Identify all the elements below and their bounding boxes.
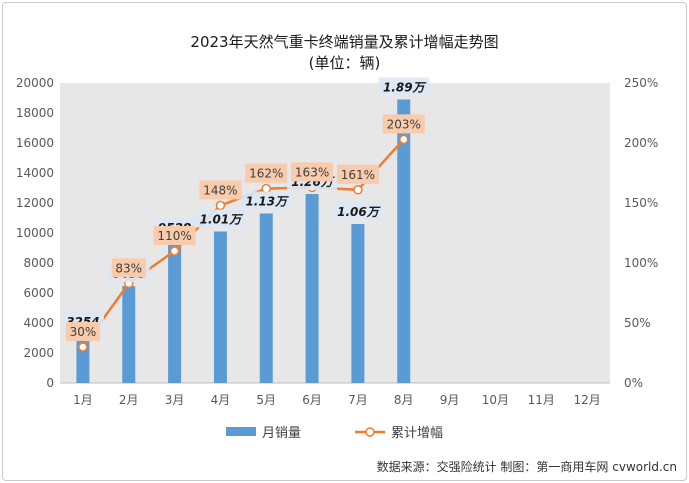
y-left-tick-label: 20000	[16, 76, 54, 90]
bar-data-label: 1.06万	[337, 205, 381, 219]
line-data-label: 148%	[203, 183, 237, 197]
bar-monthly-sales	[213, 231, 227, 383]
y-left-tick-label: 10000	[16, 226, 54, 240]
x-tick-label: 11月	[528, 393, 555, 407]
x-tick-label: 7月	[348, 393, 368, 407]
legend-marker-line	[365, 427, 375, 437]
x-tick-label: 12月	[573, 393, 600, 407]
x-tick-label: 9月	[440, 393, 460, 407]
line-point	[78, 342, 88, 352]
line-label-box	[382, 114, 425, 134]
y-left-tick-label: 12000	[16, 196, 54, 210]
bar-data-label: 1.89万	[383, 81, 427, 95]
bar-label-box	[378, 77, 429, 96]
line-data-label: 110%	[157, 229, 191, 243]
x-tick-label: 1月	[73, 393, 93, 407]
y-right-tick-label: 0%	[624, 376, 643, 390]
x-tick-label: 8月	[394, 393, 414, 407]
x-tick-label: 3月	[165, 393, 185, 407]
legend-label-line: 累计增幅	[391, 426, 443, 441]
bar-label-box	[241, 191, 292, 210]
line-label-box	[153, 226, 196, 245]
line-point	[261, 183, 271, 194]
bar-monthly-sales	[351, 224, 365, 383]
y-left-tick-label: 8000	[23, 256, 54, 270]
line-data-label: 83%	[115, 261, 142, 275]
bar-label-box	[195, 209, 246, 228]
y-left-tick-label: 4000	[23, 316, 54, 330]
y-left-tick-label: 6000	[23, 286, 54, 300]
legend-label-bar: 月销量	[262, 426, 301, 441]
bar-data-label: 1.13万	[245, 195, 289, 209]
line-point	[353, 185, 363, 195]
x-tick-label: 10月	[482, 393, 509, 407]
y-right-tick-label: 200%	[624, 136, 658, 150]
line-data-label: 163%	[295, 165, 329, 179]
y-right-tick-label: 250%	[624, 76, 658, 90]
bar-label-box	[332, 202, 383, 220]
line-point	[169, 246, 180, 256]
bar-monthly-sales	[305, 194, 319, 383]
chart-title: 2023年天然气重卡终端销量及累计增幅走势图	[190, 33, 499, 51]
bar-data-label: 1.01万	[200, 213, 244, 227]
line-label-box	[336, 164, 379, 184]
y-left-tick-label: 18000	[16, 106, 54, 120]
line-label-box	[111, 258, 146, 278]
bar-monthly-sales	[168, 240, 182, 383]
y-left-tick-label: 0	[46, 376, 54, 390]
y-right-tick-label: 100%	[624, 256, 658, 270]
bar-monthly-sales	[122, 286, 136, 383]
x-tick-label: 5月	[256, 393, 276, 407]
line-data-label: 162%	[249, 167, 283, 181]
chart-subtitle: (单位：辆)	[308, 54, 381, 72]
plot-area	[60, 83, 610, 383]
bar-monthly-sales	[259, 213, 273, 383]
data-source-note: 数据来源：交强险统计 制图：第一商用车网 cvworld.cn	[376, 460, 677, 474]
x-tick-label: 2月	[119, 393, 139, 407]
line-data-label: 30%	[70, 325, 97, 339]
y-left-tick-label: 2000	[23, 346, 54, 360]
y-left-tick-label: 16000	[16, 136, 54, 150]
line-label-box	[291, 162, 334, 182]
y-right-tick-label: 50%	[624, 316, 651, 330]
line-label-box	[199, 180, 242, 200]
line-data-label: 161%	[341, 168, 375, 182]
y-right-tick-label: 150%	[624, 196, 658, 210]
bar-monthly-sales	[397, 99, 411, 383]
line-point	[215, 200, 226, 211]
x-tick-label: 6月	[302, 393, 322, 407]
y-left-tick-label: 14000	[16, 166, 54, 180]
line-data-label: 203%	[387, 117, 421, 131]
legend-swatch-bar	[226, 427, 256, 436]
line-label-box	[245, 163, 288, 183]
line-label-box	[65, 322, 100, 341]
line-point	[399, 134, 409, 145]
x-tick-label: 4月	[211, 393, 231, 407]
